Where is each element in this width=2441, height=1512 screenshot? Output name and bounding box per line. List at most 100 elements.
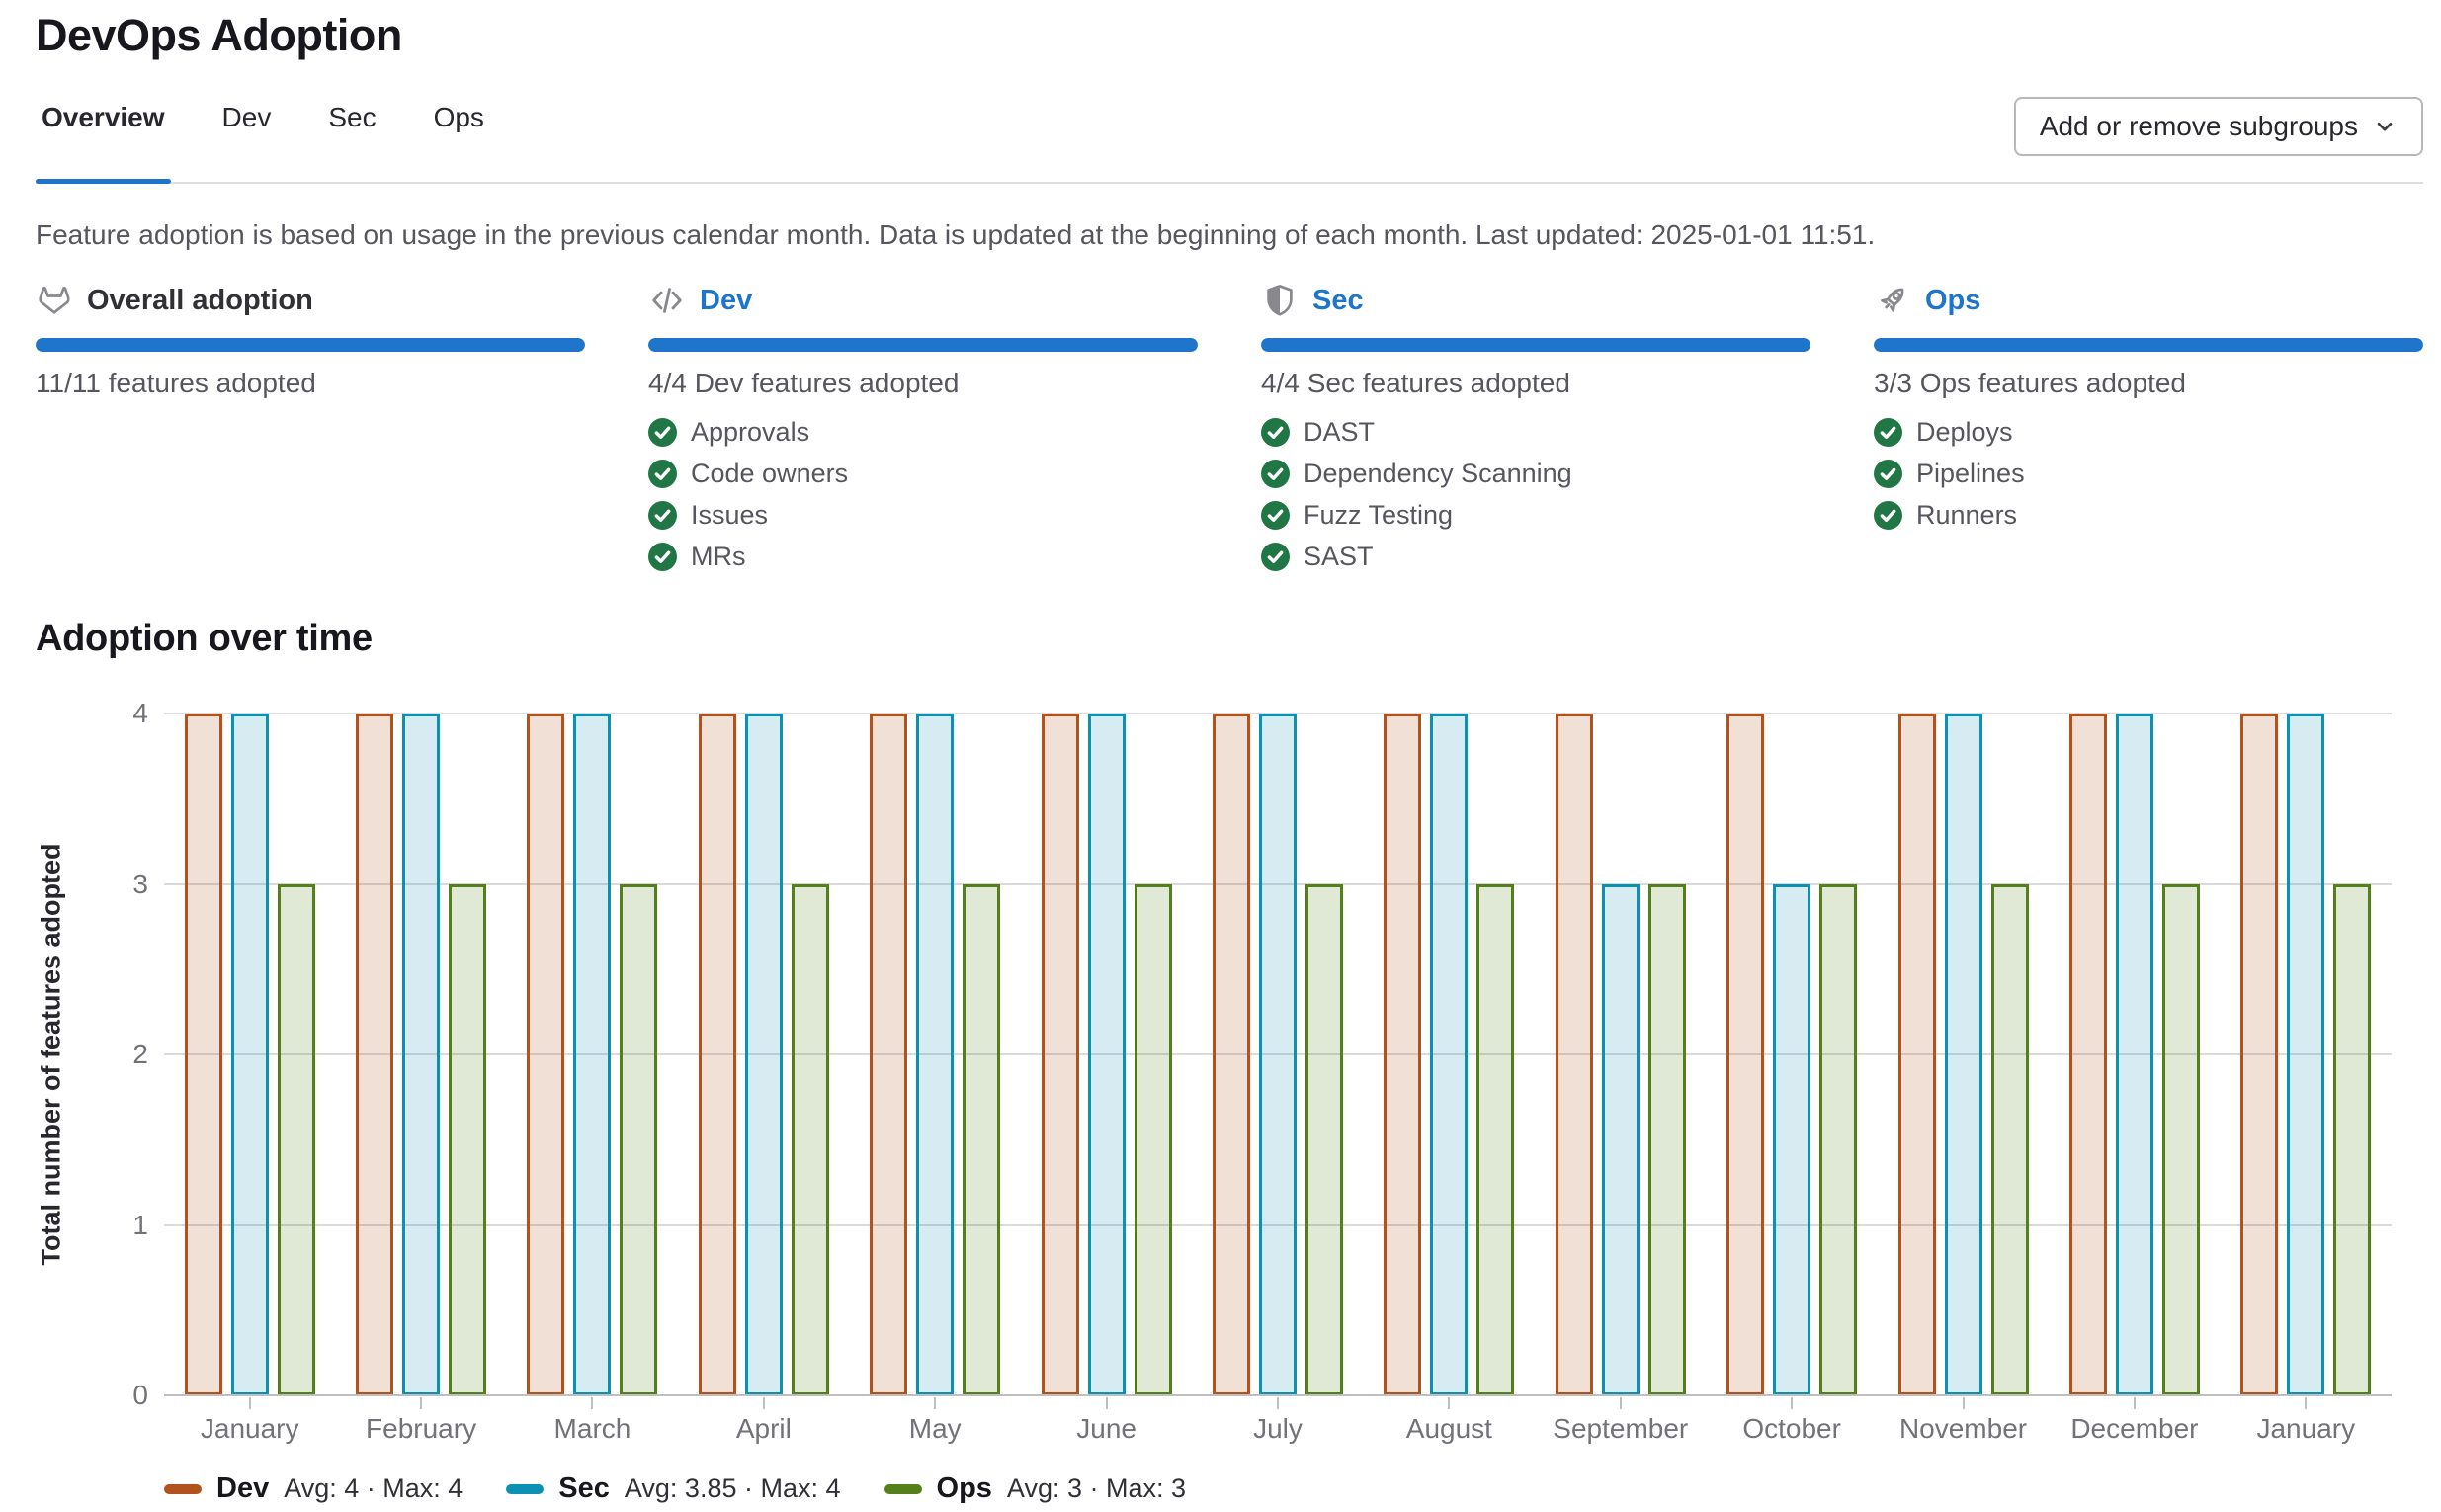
legend-series-name: Ops [936, 1472, 992, 1504]
check-circle-icon [648, 542, 677, 571]
feature-label: Deploys [1916, 416, 2013, 447]
code-icon [648, 282, 686, 319]
chart-bar-ops[interactable] [2161, 883, 2200, 1395]
card-title-dev-link[interactable]: Dev [700, 284, 753, 316]
x-axis-tick [2305, 1397, 2308, 1409]
feature-item: Approvals [648, 415, 1198, 449]
card-title-overall: Overall adoption [87, 284, 313, 316]
legend-series-stats: Avg: 3.85 · Max: 4 [624, 1473, 841, 1503]
chart-bar-sec[interactable] [744, 714, 783, 1395]
rocket-icon [1874, 282, 1911, 319]
chart-bar-sec[interactable] [916, 714, 955, 1395]
chart-bar-dev[interactable] [1213, 714, 1250, 1395]
feature-item: Fuzz Testing [1261, 498, 1810, 532]
chart-bar-ops[interactable] [1819, 883, 1858, 1395]
y-axis-tick-label: 4 [132, 698, 148, 728]
chart-bar-dev[interactable] [1897, 714, 1936, 1395]
legend-item-dev[interactable]: Dev Avg: 4 · Max: 4 [164, 1472, 463, 1505]
chart-bar-dev[interactable] [698, 714, 736, 1395]
feature-item: Code owners [648, 457, 1198, 490]
feature-label: Pipelines [1916, 458, 2025, 488]
chart-bar-ops[interactable] [791, 883, 829, 1395]
chart-bar-dev[interactable] [184, 714, 222, 1395]
count-dev: 4/4 Dev features adopted [648, 368, 960, 398]
adoption-over-time-chart: 0 1 2 3 4 January February March April May June Jul… [36, 664, 2423, 1512]
chart-bar-dev[interactable] [1041, 714, 1079, 1395]
add-or-remove-subgroups-button[interactable]: Add or remove subgroups [2013, 97, 2423, 156]
chart-bar-sec[interactable] [1259, 714, 1297, 1395]
chart-bar-sec[interactable] [1601, 883, 1640, 1395]
check-circle-icon [648, 459, 677, 488]
chart-bar-ops[interactable] [620, 883, 658, 1395]
chart-bar-dev[interactable] [2240, 714, 2279, 1395]
check-circle-icon [1261, 417, 1290, 447]
progress-bar-overall [36, 338, 585, 352]
chart-bar-ops[interactable] [1647, 883, 1686, 1395]
x-axis-tick [934, 1397, 937, 1409]
chart-bar-dev[interactable] [356, 714, 394, 1395]
add-or-remove-subgroups-label: Add or remove subgroups [2039, 111, 2358, 141]
chart-bar-dev[interactable] [527, 714, 565, 1395]
x-axis-label: October [1742, 1413, 1841, 1444]
x-axis-label: March [553, 1413, 631, 1444]
chart-bar-dev[interactable] [870, 714, 908, 1395]
chart-bar-ops[interactable] [449, 883, 487, 1395]
x-axis-tick [1962, 1397, 1965, 1409]
x-axis-label: June [1076, 1413, 1136, 1444]
chart-bar-sec[interactable] [402, 714, 441, 1395]
legend-series-stats: Avg: 3 · Max: 3 [1006, 1473, 1186, 1503]
check-circle-icon [648, 500, 677, 530]
tab-overview[interactable]: Overview [36, 101, 171, 184]
legend-item-ops[interactable]: Ops Avg: 3 · Max: 3 [884, 1472, 1186, 1505]
legend-swatch-icon [164, 1483, 202, 1494]
tab-ops[interactable]: Ops [433, 102, 484, 132]
feature-item: Issues [648, 498, 1198, 532]
y-axis-tick-label: 2 [132, 1039, 148, 1069]
chart-bar-dev[interactable] [1726, 714, 1765, 1395]
card-sec: Sec 4/4 Sec features adopted DAST Depende… [1261, 281, 1810, 581]
x-axis-tick [1619, 1397, 1622, 1409]
check-circle-icon [1874, 459, 1902, 488]
card-ops: Ops 3/3 Ops features adopted Deploys Pipe… [1874, 281, 2423, 540]
chart-bar-dev[interactable] [1555, 714, 1593, 1395]
y-axis-title: Total number of features adopted [36, 843, 66, 1266]
chart-bar-dev[interactable] [2068, 714, 2107, 1395]
chart-bar-ops[interactable] [2333, 883, 2372, 1395]
chart-bar-ops[interactable] [963, 883, 1001, 1395]
tab-sec[interactable]: Sec [328, 102, 377, 132]
chart-bar-ops[interactable] [277, 883, 315, 1395]
feature-item: Pipelines [1874, 457, 2423, 490]
chart-bar-sec[interactable] [573, 714, 612, 1395]
chart-bar-sec[interactable] [1430, 714, 1469, 1395]
chart-bar-sec[interactable] [2287, 714, 2325, 1395]
card-title-sec-link[interactable]: Sec [1312, 284, 1364, 316]
check-circle-icon [1874, 500, 1902, 530]
chart-bar-ops[interactable] [1990, 883, 2029, 1395]
chart-bar-sec[interactable] [1773, 883, 1811, 1395]
tab-dev[interactable]: Dev [221, 102, 272, 132]
chart-bar-sec[interactable] [1087, 714, 1126, 1395]
progress-bar-dev [648, 338, 1198, 352]
progress-bar-sec [1261, 338, 1810, 352]
feature-label: Code owners [691, 458, 849, 488]
x-axis-label: January [2256, 1413, 2356, 1444]
x-axis-tick [1448, 1397, 1451, 1409]
feature-label: Approvals [691, 416, 810, 447]
feature-label: Fuzz Testing [1304, 499, 1454, 530]
x-axis-line [164, 1394, 2392, 1396]
feature-item: Deploys [1874, 415, 2423, 449]
devops-adoption-page: DevOps Adoption Overview Dev Sec Ops Add… [0, 10, 2441, 1512]
chart-bar-sec[interactable] [1944, 714, 1982, 1395]
card-title-ops-link[interactable]: Ops [1925, 284, 1981, 316]
chart-bar-ops[interactable] [1305, 883, 1343, 1395]
chart-bar-ops[interactable] [1476, 883, 1515, 1395]
chart-bar-ops[interactable] [1134, 883, 1172, 1395]
y-axis-tick-label: 3 [132, 868, 148, 899]
chart-bar-sec[interactable] [2115, 714, 2153, 1395]
chart-bar-dev[interactable] [1384, 714, 1422, 1395]
chart-bar-sec[interactable] [230, 714, 269, 1395]
feature-item: SAST [1261, 540, 1810, 573]
gridline [164, 1223, 2392, 1226]
x-axis-label: May [908, 1413, 962, 1444]
legend-item-sec[interactable]: Sec Avg: 3.85 · Max: 4 [506, 1472, 841, 1505]
